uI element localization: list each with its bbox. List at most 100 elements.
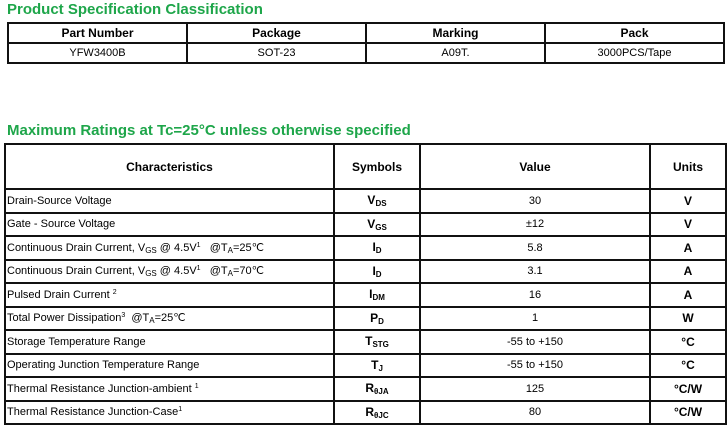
subscript: A bbox=[227, 245, 233, 255]
value: -55 to +150 bbox=[419, 329, 651, 355]
subscript: A bbox=[149, 316, 155, 326]
header-marking: Marking bbox=[365, 22, 546, 44]
symbol-subscript: J bbox=[378, 363, 383, 373]
characteristic: Total Power Dissipation3 @TA=25℃ bbox=[4, 305, 335, 331]
text-segment: @T bbox=[125, 312, 150, 325]
marking: A09T. bbox=[365, 42, 546, 64]
text-segment: Thermal Resistance Junction-ambient bbox=[7, 382, 195, 395]
text-segment: @T bbox=[200, 241, 228, 254]
symbol: RθJC bbox=[333, 399, 421, 425]
table-row: Gate - Source Voltage VGS ±12 V bbox=[4, 211, 727, 237]
unit: °C bbox=[649, 329, 727, 355]
characteristic: Gate - Source Voltage bbox=[4, 211, 335, 237]
characteristic: Thermal Resistance Junction-Case1 bbox=[4, 399, 335, 425]
superscript: 2 bbox=[112, 288, 117, 296]
unit: °C/W bbox=[649, 399, 727, 425]
text-segment: Gate - Source Voltage bbox=[7, 218, 116, 231]
header-value: Value bbox=[419, 143, 651, 190]
unit: °C/W bbox=[649, 376, 727, 402]
value: 125 bbox=[419, 376, 651, 402]
symbol: RθJA bbox=[333, 376, 421, 402]
text-segment: @T bbox=[200, 265, 228, 278]
text-segment: =25℃ bbox=[154, 312, 186, 325]
value: 5.8 bbox=[419, 235, 651, 261]
text-segment: Continuous Drain Current, V bbox=[7, 265, 146, 278]
subscript: GS bbox=[145, 269, 157, 279]
table-row: Continuous Drain Current, VGS @ 4.5V1 @T… bbox=[4, 235, 727, 261]
text-segment: Drain-Source Voltage bbox=[7, 194, 112, 207]
unit: V bbox=[649, 211, 727, 237]
table-row: Total Power Dissipation3 @TA=25℃ PD 1 W bbox=[4, 305, 727, 331]
spec-row: YFW3400B SOT-23 A09T. 3000PCS/Tape bbox=[7, 42, 725, 64]
symbol-main: P bbox=[370, 310, 379, 325]
characteristic: Storage Temperature Range bbox=[4, 329, 335, 355]
symbol: IDM bbox=[333, 282, 421, 308]
value: 80 bbox=[419, 399, 651, 425]
value: 16 bbox=[419, 282, 651, 308]
symbol-main: T bbox=[371, 357, 379, 372]
symbol-subscript: θJA bbox=[374, 387, 389, 397]
characteristic: Drain-Source Voltage bbox=[4, 188, 335, 214]
superscript: 1 bbox=[194, 382, 199, 390]
spec-header-row: Part Number Package Marking Pack bbox=[7, 22, 725, 44]
superscript: 3 bbox=[121, 312, 126, 320]
header-characteristics: Characteristics bbox=[4, 143, 335, 190]
table-row: Thermal Resistance Junction-Case1 RθJC 80 °… bbox=[4, 399, 727, 425]
ratings-table: Characteristics Symbols Value Units Drai… bbox=[4, 143, 727, 425]
superscript: 1 bbox=[196, 241, 201, 249]
ratings-header-row: Characteristics Symbols Value Units bbox=[4, 143, 727, 190]
text-segment: Operating Junction Temperature Range bbox=[7, 359, 200, 372]
table-row: Pulsed Drain Current 2 IDM 16 A bbox=[4, 282, 727, 308]
symbol-subscript: GS bbox=[375, 222, 387, 232]
superscript: 1 bbox=[196, 265, 201, 273]
symbol: TSTG bbox=[333, 329, 421, 355]
symbol-subscript: θJC bbox=[374, 410, 389, 420]
characteristic: Continuous Drain Current, VGS @ 4.5V1 @T… bbox=[4, 235, 335, 261]
symbol: TJ bbox=[333, 352, 421, 378]
unit: A bbox=[649, 258, 727, 284]
text-segment: @ 4.5V bbox=[156, 241, 197, 254]
value: -55 to +150 bbox=[419, 352, 651, 378]
table-row: Thermal Resistance Junction-ambient 1 RθJ… bbox=[4, 376, 727, 402]
table-row: Continuous Drain Current, VGS @ 4.5V1 @T… bbox=[4, 258, 727, 284]
unit: A bbox=[649, 282, 727, 308]
pack: 3000PCS/Tape bbox=[544, 42, 725, 64]
symbol-main: R bbox=[365, 381, 375, 396]
symbol-main: I bbox=[372, 263, 376, 278]
subscript: A bbox=[227, 269, 233, 279]
spec-title: Product Specification Classification bbox=[7, 1, 263, 18]
symbol: VDS bbox=[333, 188, 421, 214]
table-row: Operating Junction Temperature Range TJ -5… bbox=[4, 352, 727, 378]
text-segment: Storage Temperature Range bbox=[7, 335, 146, 348]
text-segment: =25℃ bbox=[232, 241, 264, 254]
symbol-subscript: D bbox=[375, 246, 382, 256]
header-units: Units bbox=[649, 143, 727, 190]
symbol-main: I bbox=[369, 287, 373, 302]
text-segment: Total Power Dissipation bbox=[7, 312, 122, 325]
text-segment: Pulsed Drain Current bbox=[7, 288, 113, 301]
part-number: YFW3400B bbox=[7, 42, 188, 64]
table-row: Drain-Source Voltage VDS 30 V bbox=[4, 188, 727, 214]
header-symbols: Symbols bbox=[333, 143, 421, 190]
text-segment: =70℃ bbox=[232, 265, 264, 278]
symbol-subscript: DM bbox=[372, 293, 385, 303]
symbol-subscript: D bbox=[375, 269, 382, 279]
symbol-main: I bbox=[372, 240, 376, 255]
unit: A bbox=[649, 235, 727, 261]
header-part-number: Part Number bbox=[7, 22, 188, 44]
header-pack: Pack bbox=[544, 22, 725, 44]
subscript: GS bbox=[145, 245, 157, 255]
text-segment: Continuous Drain Current, V bbox=[7, 241, 146, 254]
unit: W bbox=[649, 305, 727, 331]
symbol-main: R bbox=[365, 404, 375, 419]
symbol: ID bbox=[333, 258, 421, 284]
characteristic: Pulsed Drain Current 2 bbox=[4, 282, 335, 308]
symbol: VGS bbox=[333, 211, 421, 237]
text-segment: @ 4.5V bbox=[156, 265, 197, 278]
ratings-title: Maximum Ratings at Tc=25°C unless otherw… bbox=[7, 122, 411, 139]
symbol-subscript: D bbox=[378, 316, 384, 326]
value: ±12 bbox=[419, 211, 651, 237]
symbol: PD bbox=[333, 305, 421, 331]
package: SOT-23 bbox=[186, 42, 367, 64]
symbol-subscript: DS bbox=[375, 199, 387, 209]
